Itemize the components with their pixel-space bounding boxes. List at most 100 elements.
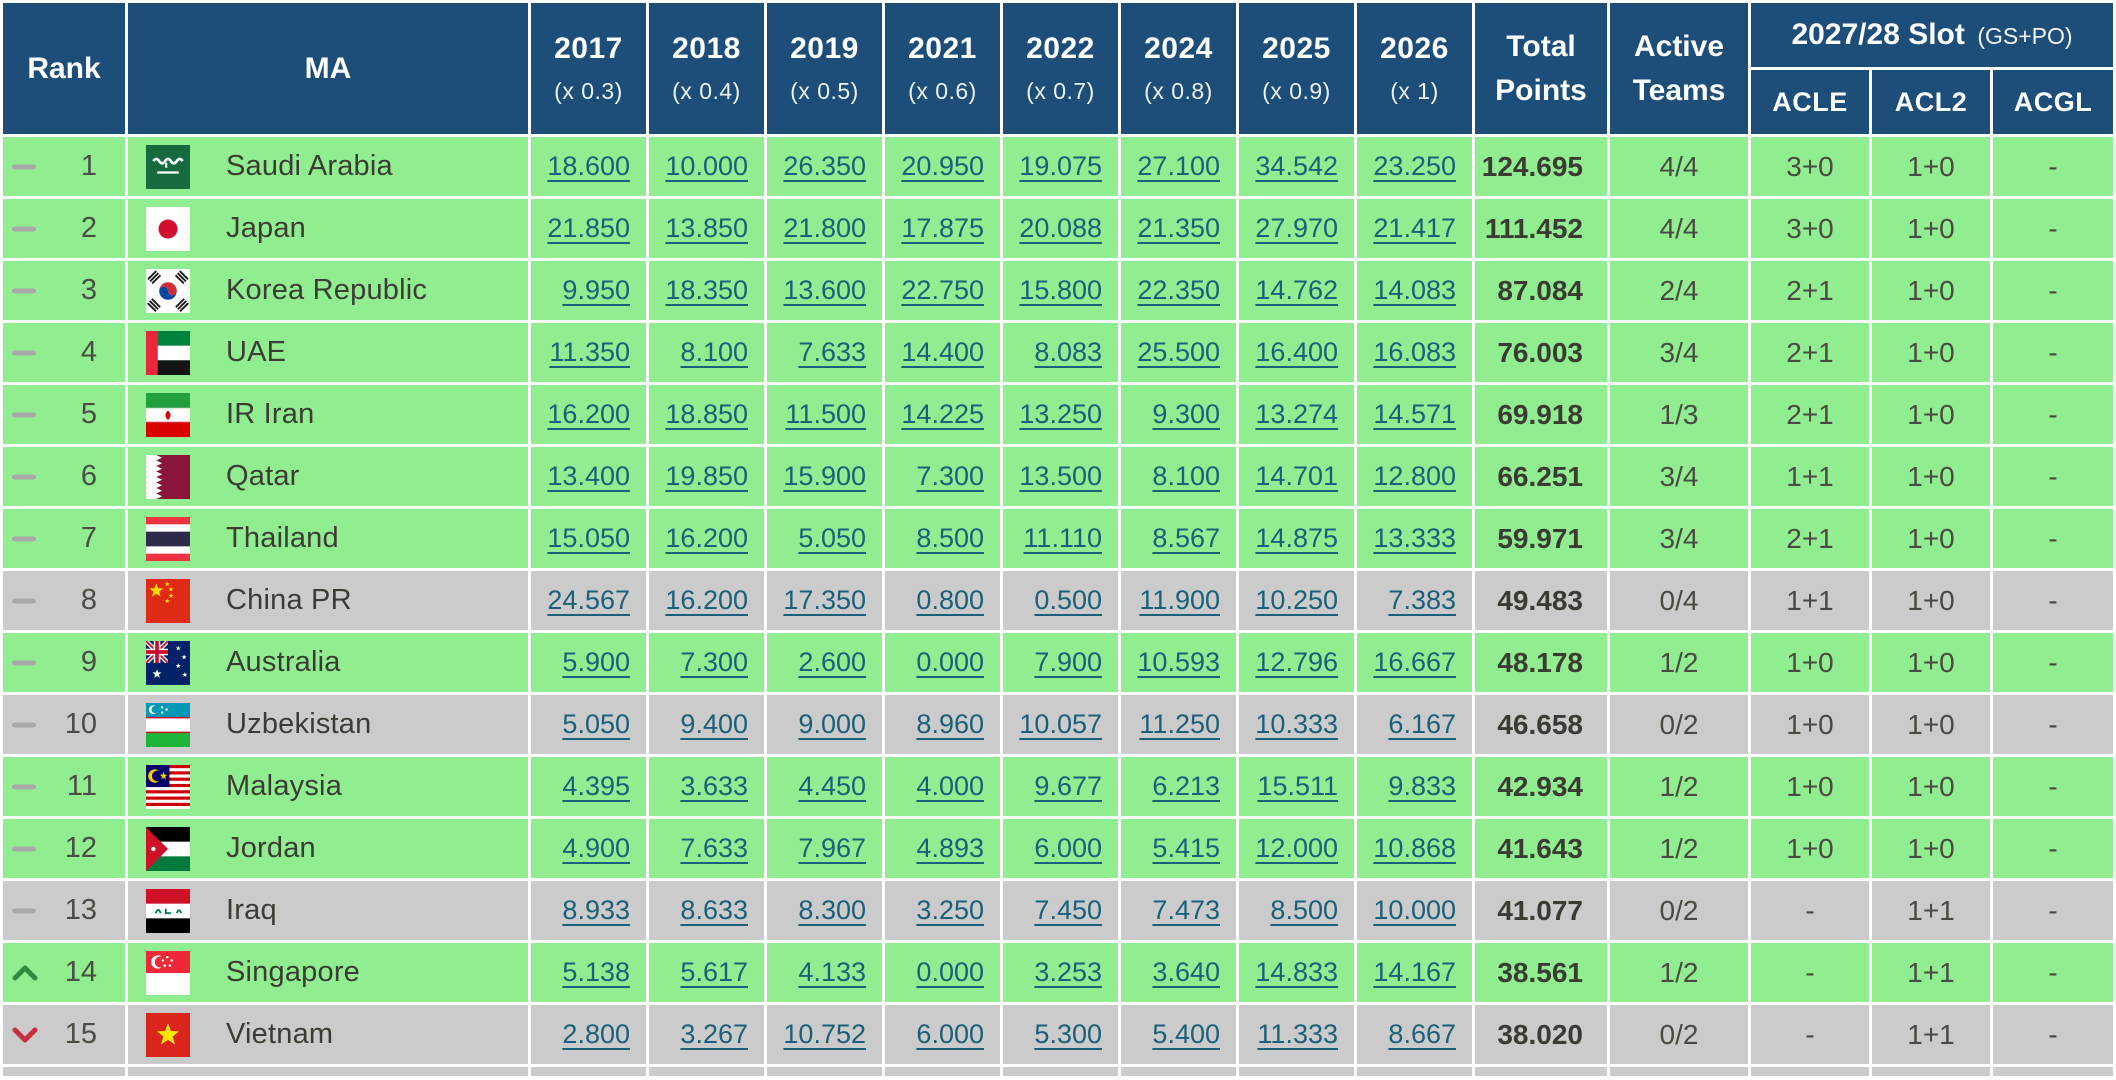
points-link[interactable]: 5.900 — [562, 647, 630, 677]
points-link[interactable]: 15.050 — [547, 523, 630, 553]
points-link[interactable]: 9.400 — [680, 709, 748, 739]
points-link[interactable]: 25.500 — [1137, 337, 1220, 367]
points-link[interactable]: 11.350 — [549, 337, 630, 367]
points-link[interactable]: 18.350 — [665, 275, 748, 305]
points-link[interactable]: 5.138 — [562, 957, 630, 987]
points-link[interactable]: 13.250 — [1019, 399, 1102, 429]
points-link[interactable]: 2.600 — [798, 647, 866, 677]
points-link[interactable]: 6.000 — [1034, 833, 1102, 863]
points-link[interactable]: 20.088 — [1019, 213, 1102, 243]
points-link[interactable]: 4.893 — [916, 833, 984, 863]
points-link[interactable]: 5.617 — [680, 957, 748, 987]
points-link[interactable]: 3.633 — [680, 771, 748, 801]
points-link[interactable]: 14.762 — [1255, 275, 1338, 305]
points-link[interactable]: 5.415 — [1152, 833, 1220, 863]
points-link[interactable]: 13.600 — [783, 275, 866, 305]
points-link[interactable]: 21.350 — [1137, 213, 1220, 243]
points-link[interactable]: 7.450 — [1034, 895, 1102, 925]
points-link[interactable]: 23.250 — [1373, 151, 1456, 181]
points-link[interactable]: 15.900 — [783, 461, 866, 491]
points-link[interactable]: 11.333 — [1257, 1019, 1338, 1049]
points-link[interactable]: 3.250 — [916, 895, 984, 925]
points-link[interactable]: 16.400 — [1255, 337, 1338, 367]
points-link[interactable]: 11.110 — [1023, 523, 1102, 553]
points-link[interactable]: 5.050 — [562, 709, 630, 739]
points-link[interactable]: 8.083 — [1034, 337, 1102, 367]
points-link[interactable]: 17.350 — [783, 585, 866, 615]
points-link[interactable]: 9.950 — [562, 275, 630, 305]
points-link[interactable]: 16.667 — [1373, 647, 1456, 677]
points-link[interactable]: 26.350 — [783, 151, 866, 181]
points-link[interactable]: 9.300 — [1152, 399, 1220, 429]
points-link[interactable]: 16.200 — [547, 399, 630, 429]
points-link[interactable]: 21.850 — [547, 213, 630, 243]
points-link[interactable]: 10.752 — [783, 1019, 866, 1049]
points-link[interactable]: 7.633 — [680, 833, 748, 863]
points-link[interactable]: 14.833 — [1255, 957, 1338, 987]
points-link[interactable]: 7.300 — [916, 461, 984, 491]
points-link[interactable]: 11.250 — [1139, 709, 1220, 739]
points-link[interactable]: 16.083 — [1373, 337, 1456, 367]
points-link[interactable]: 19.075 — [1019, 151, 1102, 181]
points-link[interactable]: 21.800 — [783, 213, 866, 243]
points-link[interactable]: 10.057 — [1019, 709, 1102, 739]
points-link[interactable]: 11.500 — [785, 399, 866, 429]
points-link[interactable]: 18.600 — [547, 151, 630, 181]
points-link[interactable]: 11.900 — [1139, 585, 1220, 615]
points-link[interactable]: 8.567 — [1152, 523, 1220, 553]
points-link[interactable]: 8.960 — [916, 709, 984, 739]
points-link[interactable]: 24.567 — [547, 585, 630, 615]
points-link[interactable]: 8.500 — [1270, 895, 1338, 925]
points-link[interactable]: 9.677 — [1034, 771, 1102, 801]
points-link[interactable]: 8.300 — [798, 895, 866, 925]
points-link[interactable]: 8.500 — [916, 523, 984, 553]
points-link[interactable]: 10.000 — [1373, 895, 1456, 925]
points-link[interactable]: 14.875 — [1255, 523, 1338, 553]
points-link[interactable]: 21.417 — [1373, 213, 1456, 243]
points-link[interactable]: 7.633 — [798, 337, 866, 367]
points-link[interactable]: 8.667 — [1388, 1019, 1456, 1049]
points-link[interactable]: 0.000 — [916, 647, 984, 677]
points-link[interactable]: 14.225 — [901, 399, 984, 429]
points-link[interactable]: 12.796 — [1255, 647, 1338, 677]
points-link[interactable]: 3.267 — [680, 1019, 748, 1049]
points-link[interactable]: 34.542 — [1255, 151, 1338, 181]
points-link[interactable]: 22.750 — [901, 275, 984, 305]
points-link[interactable]: 10.000 — [665, 151, 748, 181]
points-link[interactable]: 4.450 — [798, 771, 866, 801]
points-link[interactable]: 4.395 — [562, 771, 630, 801]
points-link[interactable]: 12.000 — [1255, 833, 1338, 863]
points-link[interactable]: 5.400 — [1152, 1019, 1220, 1049]
points-link[interactable]: 16.200 — [665, 585, 748, 615]
points-link[interactable]: 14.571 — [1373, 399, 1456, 429]
points-link[interactable]: 15.800 — [1019, 275, 1102, 305]
points-link[interactable]: 5.050 — [798, 523, 866, 553]
points-link[interactable]: 27.970 — [1255, 213, 1338, 243]
points-link[interactable]: 22.350 — [1137, 275, 1220, 305]
points-link[interactable]: 9.833 — [1388, 771, 1456, 801]
points-link[interactable]: 7.967 — [798, 833, 866, 863]
points-link[interactable]: 13.500 — [1019, 461, 1102, 491]
points-link[interactable]: 6.167 — [1388, 709, 1456, 739]
points-link[interactable]: 6.213 — [1152, 771, 1220, 801]
points-link[interactable]: 5.300 — [1034, 1019, 1102, 1049]
points-link[interactable]: 4.000 — [916, 771, 984, 801]
points-link[interactable]: 8.633 — [680, 895, 748, 925]
points-link[interactable]: 13.274 — [1255, 399, 1338, 429]
points-link[interactable]: 16.200 — [665, 523, 748, 553]
points-link[interactable]: 0.800 — [916, 585, 984, 615]
points-link[interactable]: 13.400 — [547, 461, 630, 491]
points-link[interactable]: 17.875 — [901, 213, 984, 243]
points-link[interactable]: 9.000 — [798, 709, 866, 739]
points-link[interactable]: 10.868 — [1373, 833, 1456, 863]
points-link[interactable]: 18.850 — [665, 399, 748, 429]
points-link[interactable]: 4.133 — [798, 957, 866, 987]
points-link[interactable]: 8.100 — [1152, 461, 1220, 491]
points-link[interactable]: 14.083 — [1373, 275, 1456, 305]
points-link[interactable]: 7.900 — [1034, 647, 1102, 677]
points-link[interactable]: 8.100 — [680, 337, 748, 367]
points-link[interactable]: 4.900 — [562, 833, 630, 863]
points-link[interactable]: 13.333 — [1373, 523, 1456, 553]
points-link[interactable]: 20.950 — [901, 151, 984, 181]
points-link[interactable]: 14.701 — [1255, 461, 1338, 491]
